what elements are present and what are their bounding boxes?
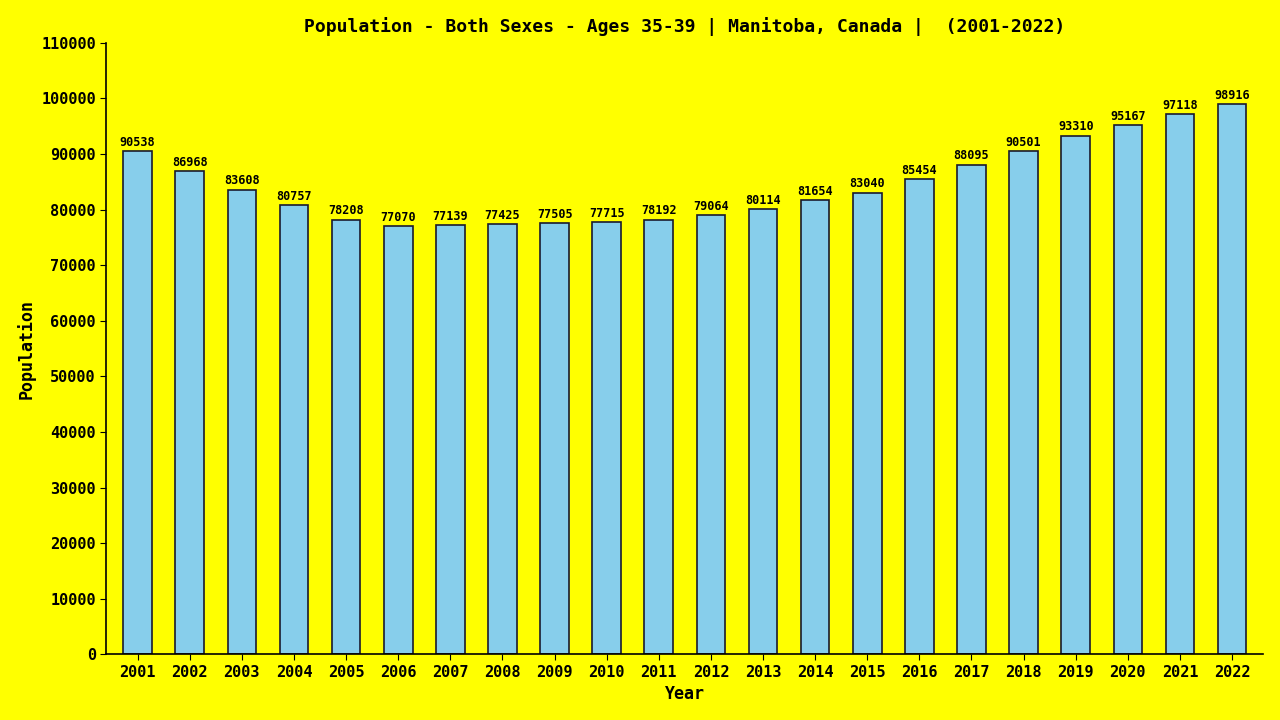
Y-axis label: Population: Population bbox=[17, 299, 36, 399]
Text: 98916: 98916 bbox=[1215, 89, 1249, 102]
Bar bbox=[175, 171, 204, 654]
Text: 86968: 86968 bbox=[172, 156, 207, 168]
Bar bbox=[749, 209, 777, 654]
Text: 79064: 79064 bbox=[692, 199, 728, 212]
Text: 77425: 77425 bbox=[485, 209, 520, 222]
Bar bbox=[1009, 151, 1038, 654]
X-axis label: Year: Year bbox=[664, 685, 705, 703]
Bar bbox=[540, 223, 568, 654]
Bar bbox=[436, 225, 465, 654]
Text: 97118: 97118 bbox=[1162, 99, 1198, 112]
Bar bbox=[332, 220, 361, 654]
Bar bbox=[1166, 114, 1194, 654]
Text: 77139: 77139 bbox=[433, 210, 468, 223]
Text: 78192: 78192 bbox=[641, 204, 677, 217]
Text: 77715: 77715 bbox=[589, 207, 625, 220]
Text: 90538: 90538 bbox=[120, 136, 155, 149]
Bar bbox=[957, 165, 986, 654]
Title: Population - Both Sexes - Ages 35-39 | Manitoba, Canada |  (2001-2022): Population - Both Sexes - Ages 35-39 | M… bbox=[305, 17, 1065, 36]
Bar bbox=[1114, 125, 1142, 654]
Bar bbox=[852, 193, 882, 654]
Text: 85454: 85454 bbox=[901, 164, 937, 177]
Bar bbox=[801, 200, 829, 654]
Text: 80114: 80114 bbox=[745, 194, 781, 207]
Bar bbox=[1217, 104, 1247, 654]
Text: 93310: 93310 bbox=[1057, 120, 1093, 133]
Text: 80757: 80757 bbox=[276, 190, 312, 203]
Text: 90501: 90501 bbox=[1006, 136, 1042, 149]
Bar bbox=[1061, 135, 1091, 654]
Bar bbox=[488, 224, 517, 654]
Text: 83608: 83608 bbox=[224, 174, 260, 187]
Bar bbox=[905, 179, 933, 654]
Text: 78208: 78208 bbox=[328, 204, 364, 217]
Text: 83040: 83040 bbox=[850, 177, 884, 190]
Bar bbox=[123, 151, 152, 654]
Bar bbox=[384, 226, 412, 654]
Bar bbox=[696, 215, 726, 654]
Text: 95167: 95167 bbox=[1110, 110, 1146, 123]
Text: 88095: 88095 bbox=[954, 149, 989, 162]
Bar bbox=[644, 220, 673, 654]
Bar bbox=[593, 222, 621, 654]
Text: 77505: 77505 bbox=[536, 208, 572, 221]
Bar bbox=[228, 189, 256, 654]
Text: 81654: 81654 bbox=[797, 185, 833, 198]
Bar bbox=[279, 205, 308, 654]
Text: 77070: 77070 bbox=[380, 211, 416, 224]
